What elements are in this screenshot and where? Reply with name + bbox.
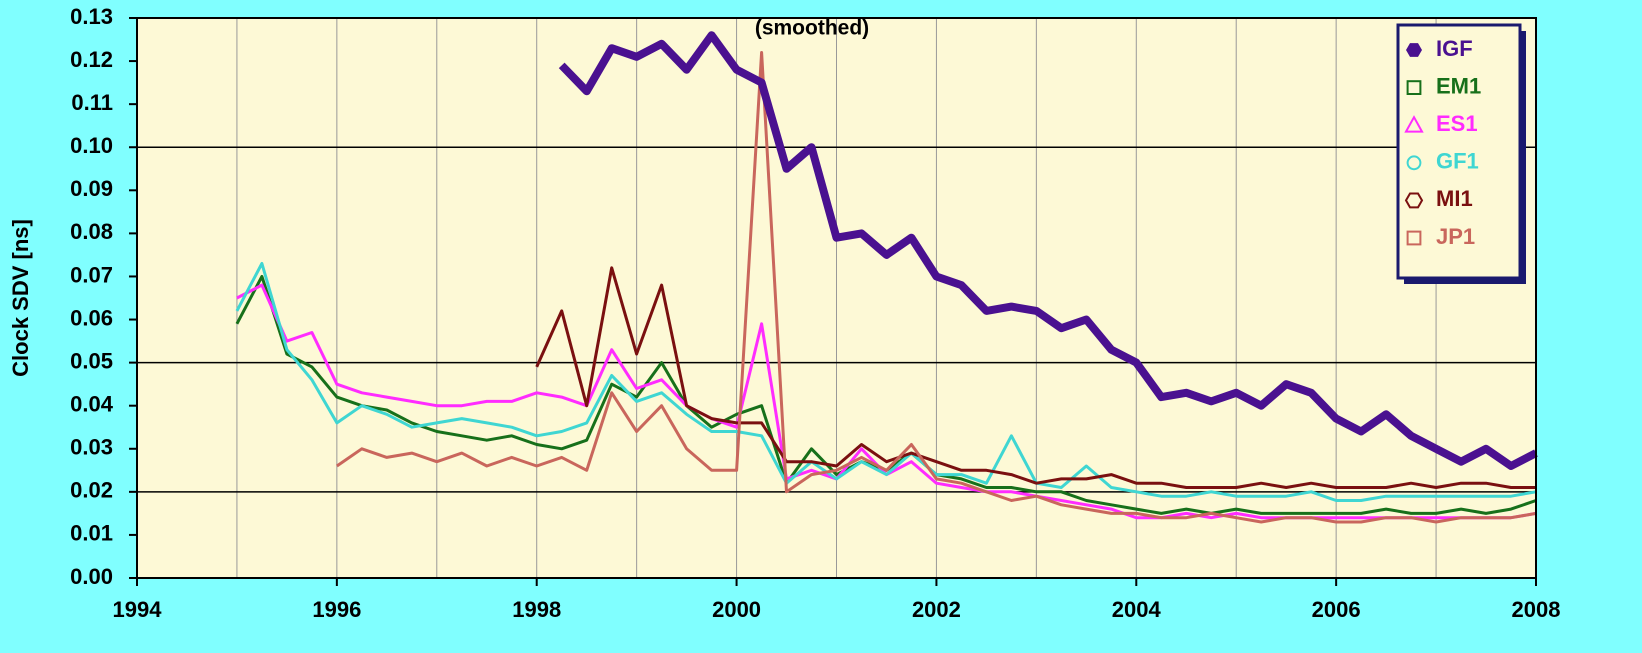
plot-frame xyxy=(136,17,1537,579)
legend-marker xyxy=(1406,155,1422,171)
y-tick-label: 0.02 xyxy=(70,478,113,503)
series-line xyxy=(235,262,1537,502)
legend-label: IGF xyxy=(1436,36,1473,61)
axes: 1994 1996 1998 2000 2002 2004 2006 2008 0.00 0.01… xyxy=(70,4,1560,622)
annotation: (smoothed) xyxy=(755,17,869,40)
y-tick-label: 0.10 xyxy=(70,133,113,158)
legend-label: ES1 xyxy=(1436,111,1478,136)
x-tick-label: 2004 xyxy=(1112,597,1162,622)
y-tick-label: 0.13 xyxy=(70,4,113,29)
y-tick-label: 0.07 xyxy=(70,262,113,287)
series-line xyxy=(558,31,1538,470)
legend-label: EM1 xyxy=(1436,73,1481,98)
y-tick-label: 0.11 xyxy=(71,90,113,115)
y-tick-label: 0.08 xyxy=(70,219,113,244)
y-tick-label: 0.00 xyxy=(70,564,113,589)
x-tick-label: 2002 xyxy=(912,597,961,622)
x-tick-label: 1996 xyxy=(312,597,361,622)
y-tick-label: 0.09 xyxy=(70,176,113,201)
series-line xyxy=(535,266,1536,489)
y-tick-label: 0.05 xyxy=(70,348,113,373)
y-axis-label: Clock SDV [ns] xyxy=(8,219,33,377)
y-tick-label: 0.01 xyxy=(70,521,113,546)
x-tick-label: 2008 xyxy=(1512,597,1561,622)
y-tick-label: 0.06 xyxy=(70,305,113,330)
legend-marker xyxy=(1406,80,1422,95)
x-tick-label: 1994 xyxy=(113,597,163,622)
legend-label: GF1 xyxy=(1436,149,1479,174)
legend-marker xyxy=(1404,192,1424,209)
lines xyxy=(235,31,1538,524)
series-line xyxy=(336,51,1537,524)
y-tick-label: 0.12 xyxy=(70,47,113,72)
legend: IGF EM1 ES1 GF1 MI1 JP1 xyxy=(1404,36,1481,249)
legend-marker xyxy=(1404,115,1424,133)
x-tick-label: 1998 xyxy=(512,597,561,622)
legend-box xyxy=(1396,23,1522,280)
y-tick-label: 0.04 xyxy=(70,392,114,417)
x-tick-label: 2000 xyxy=(712,597,761,622)
y-tick-label: 0.03 xyxy=(70,435,113,460)
legend-label: JP1 xyxy=(1436,224,1475,249)
x-tick-label: 2006 xyxy=(1312,597,1361,622)
legend-label: MI1 xyxy=(1436,186,1473,211)
legend-marker xyxy=(1406,43,1422,57)
legend-marker xyxy=(1406,230,1422,246)
